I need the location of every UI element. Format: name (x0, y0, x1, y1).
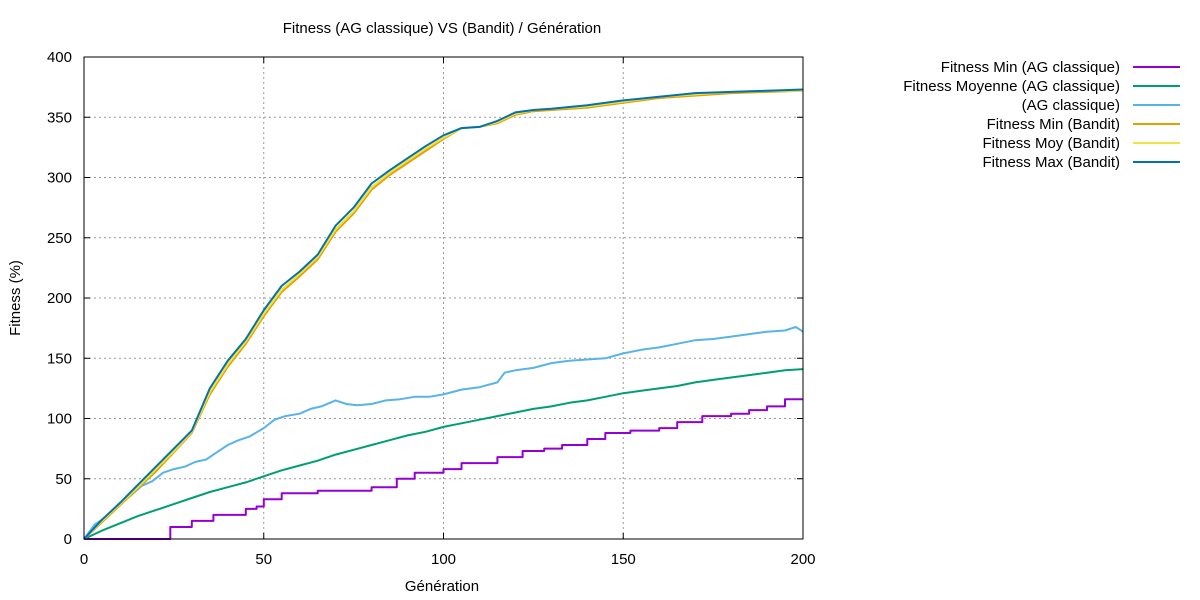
y-tick-label: 400 (47, 49, 72, 66)
y-tick-label: 350 (47, 109, 72, 126)
series-line-1 (84, 398, 803, 540)
x-tick-label: 150 (611, 551, 636, 568)
series-line-6 (83, 88, 804, 540)
y-tick-label: 300 (47, 170, 72, 187)
legend-label: Fitness Max (Bandit) (982, 154, 1120, 171)
chart-title: Fitness (AG classique) VS (Bandit) / Gén… (283, 20, 601, 37)
series-line-5 (83, 89, 803, 540)
y-tick-label: 0 (64, 531, 72, 548)
series-line-3 (83, 325, 804, 540)
series-line-2 (83, 368, 804, 540)
y-tick-label: 150 (47, 350, 72, 367)
legend-label: Fitness Min (Bandit) (987, 116, 1120, 133)
x-tick-label: 50 (255, 551, 272, 568)
y-tick-label: 100 (47, 411, 72, 428)
y-tick-label: 250 (47, 230, 72, 247)
x-tick-label: 100 (431, 551, 456, 568)
x-tick-label: 0 (80, 551, 88, 568)
axis-ticks: 0 50 100 150 200 0 50 100 150 200 250 300 350 400 (47, 49, 816, 568)
grid-lines (84, 57, 803, 539)
plot-series (83, 88, 804, 540)
legend-label: Fitness Moyenne (AG classique) (903, 78, 1120, 95)
legend-label: (AG classique) (1022, 97, 1120, 114)
legend: Fitness Min (AG classique) Fitness Moyenn… (903, 59, 1180, 171)
y-tick-label: 200 (47, 290, 72, 307)
legend-label: Fitness Min (AG classique) (941, 59, 1120, 76)
y-tick-label: 50 (55, 471, 72, 488)
x-tick-label: 200 (790, 551, 815, 568)
y-axis-label: Fitness (%) (7, 260, 24, 336)
x-axis-label: Génération (405, 578, 479, 595)
legend-label: Fitness Moy (Bandit) (982, 135, 1120, 152)
